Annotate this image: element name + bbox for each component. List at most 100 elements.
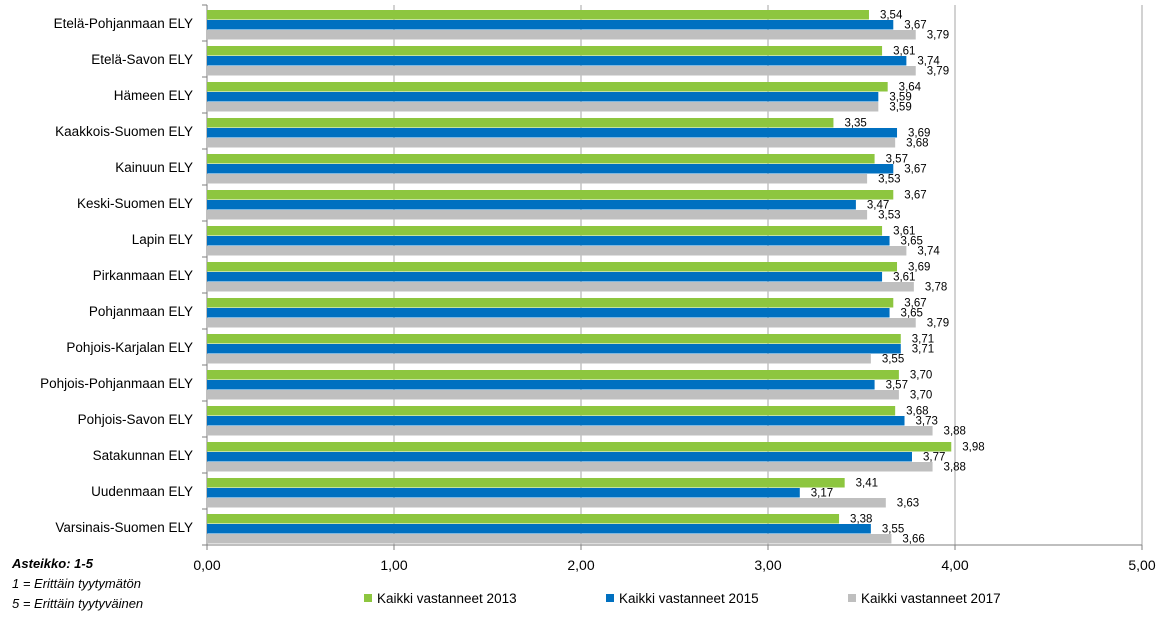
data-label-s1-c6: 3,65 — [901, 236, 923, 248]
data-label-s1-c13: 3,17 — [811, 488, 833, 500]
bar-s1-c4 — [207, 164, 894, 174]
bar-s0-c14 — [207, 514, 840, 524]
bar-s1-c9 — [207, 344, 901, 354]
category-label-6: Lapin ELY — [132, 232, 193, 247]
data-label-s0-c10: 3,70 — [910, 370, 932, 382]
data-label-s2-c3: 3,68 — [906, 138, 928, 150]
bar-s0-c1 — [207, 46, 883, 56]
data-label-s0-c6: 3,61 — [893, 226, 915, 238]
category-label-0: Etelä-Pohjanmaan ELY — [54, 16, 193, 31]
bar-s2-c8 — [207, 318, 916, 328]
scale-note-line2: 5 = Erittäin tyytyväinen — [12, 596, 144, 611]
bar-s1-c6 — [207, 236, 890, 246]
data-label-s0-c4: 3,57 — [886, 154, 908, 166]
category-label-1: Etelä-Savon ELY — [91, 52, 193, 67]
bar-s2-c9 — [207, 354, 871, 364]
bar-s1-c3 — [207, 128, 898, 138]
data-label-s0-c13: 3,41 — [856, 478, 878, 490]
data-label-s1-c10: 3,57 — [886, 380, 908, 392]
category-label-13: Uudenmaan ELY — [91, 484, 193, 499]
data-label-s1-c12: 3,77 — [923, 452, 945, 464]
bar-s0-c3 — [207, 118, 834, 128]
bar-s0-c11 — [207, 406, 896, 416]
bar-s0-c2 — [207, 82, 888, 92]
category-label-12: Satakunnan ELY — [93, 448, 193, 463]
data-label-s2-c13: 3,63 — [897, 498, 919, 510]
scale-note-title: Asteikko: 1-5 — [12, 556, 93, 571]
data-label-s1-c3: 3,69 — [908, 128, 930, 140]
bar-s1-c7 — [207, 272, 883, 282]
bar-s1-c5 — [207, 200, 856, 210]
bar-s1-c11 — [207, 416, 905, 426]
data-label-s1-c14: 3,55 — [882, 524, 904, 536]
category-label-7: Pirkanmaan ELY — [93, 268, 193, 283]
data-label-s2-c12: 3,88 — [944, 462, 966, 474]
bar-s2-c4 — [207, 174, 868, 184]
data-label-s0-c0: 3,54 — [880, 10, 903, 22]
x-tick-label-1: 1,00 — [380, 557, 407, 573]
category-label-14: Varsinais-Suomen ELY — [55, 520, 193, 535]
data-label-s0-c12: 3,98 — [962, 442, 984, 454]
bar-s0-c13 — [207, 478, 845, 488]
data-label-s2-c7: 3,78 — [925, 282, 947, 294]
bar-s1-c14 — [207, 524, 871, 534]
data-label-s1-c1: 3,74 — [917, 56, 940, 68]
scale-note-line1: 1 = Erittäin tyytymätön — [12, 576, 141, 591]
bar-s0-c12 — [207, 442, 952, 452]
category-label-9: Pohjois-Karjalan ELY — [66, 340, 193, 355]
bar-s2-c7 — [207, 282, 914, 292]
legend-label-1: Kaikki vastanneet 2015 — [619, 591, 759, 606]
data-label-s0-c14: 3,38 — [850, 514, 872, 526]
data-label-s0-c11: 3,68 — [906, 406, 928, 418]
data-label-s2-c2: 3,59 — [889, 102, 911, 114]
data-label-s2-c10: 3,70 — [910, 390, 932, 402]
bar-s0-c7 — [207, 262, 898, 272]
category-label-2: Hämeen ELY — [114, 88, 193, 103]
data-label-s0-c9: 3,71 — [912, 334, 934, 346]
bar-s2-c14 — [207, 534, 892, 544]
bar-s2-c2 — [207, 102, 879, 112]
category-label-3: Kaakkois-Suomen ELY — [55, 124, 193, 139]
bar-s2-c12 — [207, 462, 933, 472]
data-label-s2-c0: 3,79 — [927, 30, 949, 42]
data-label-s2-c11: 3,88 — [944, 426, 966, 438]
bar-s1-c12 — [207, 452, 912, 462]
bar-s2-c1 — [207, 66, 916, 76]
x-tick-label-3: 3,00 — [754, 557, 781, 573]
data-label-s2-c6: 3,74 — [917, 246, 940, 258]
bar-s1-c13 — [207, 488, 800, 498]
bar-s0-c4 — [207, 154, 875, 164]
data-label-s0-c3: 3,35 — [844, 118, 866, 130]
bar-s2-c11 — [207, 426, 933, 436]
data-label-s1-c11: 3,73 — [916, 416, 938, 428]
data-label-s2-c1: 3,79 — [927, 66, 949, 78]
data-label-s0-c2: 3,64 — [899, 82, 922, 94]
bar-s1-c0 — [207, 20, 894, 30]
data-label-s1-c9: 3,71 — [912, 344, 934, 356]
data-label-s1-c7: 3,61 — [893, 272, 915, 284]
bar-s2-c0 — [207, 30, 916, 40]
data-label-s2-c14: 3,66 — [902, 534, 924, 546]
bar-s0-c5 — [207, 190, 894, 200]
data-label-s0-c1: 3,61 — [893, 46, 915, 58]
data-label-s2-c5: 3,53 — [878, 210, 900, 222]
legend-label-0: Kaikki vastanneet 2013 — [377, 591, 517, 606]
data-label-s2-c4: 3,53 — [878, 174, 900, 186]
data-label-s1-c4: 3,67 — [904, 164, 926, 176]
x-tick-label-4: 4,00 — [941, 557, 968, 573]
legend-label-2: Kaikki vastanneet 2017 — [861, 591, 1001, 606]
bar-s2-c3 — [207, 138, 896, 148]
category-label-8: Pohjanmaan ELY — [89, 304, 193, 319]
bar-s2-c13 — [207, 498, 886, 508]
bar-s0-c10 — [207, 370, 899, 380]
bar-s1-c8 — [207, 308, 890, 318]
data-label-s0-c7: 3,69 — [908, 262, 930, 274]
data-label-s0-c5: 3,67 — [904, 190, 926, 202]
data-label-s1-c8: 3,65 — [901, 308, 923, 320]
category-label-4: Kainuun ELY — [115, 160, 193, 175]
bar-s0-c8 — [207, 298, 894, 308]
category-label-10: Pohjois-Pohjanmaan ELY — [40, 376, 193, 391]
bar-s0-c9 — [207, 334, 901, 344]
bar-s1-c1 — [207, 56, 907, 66]
